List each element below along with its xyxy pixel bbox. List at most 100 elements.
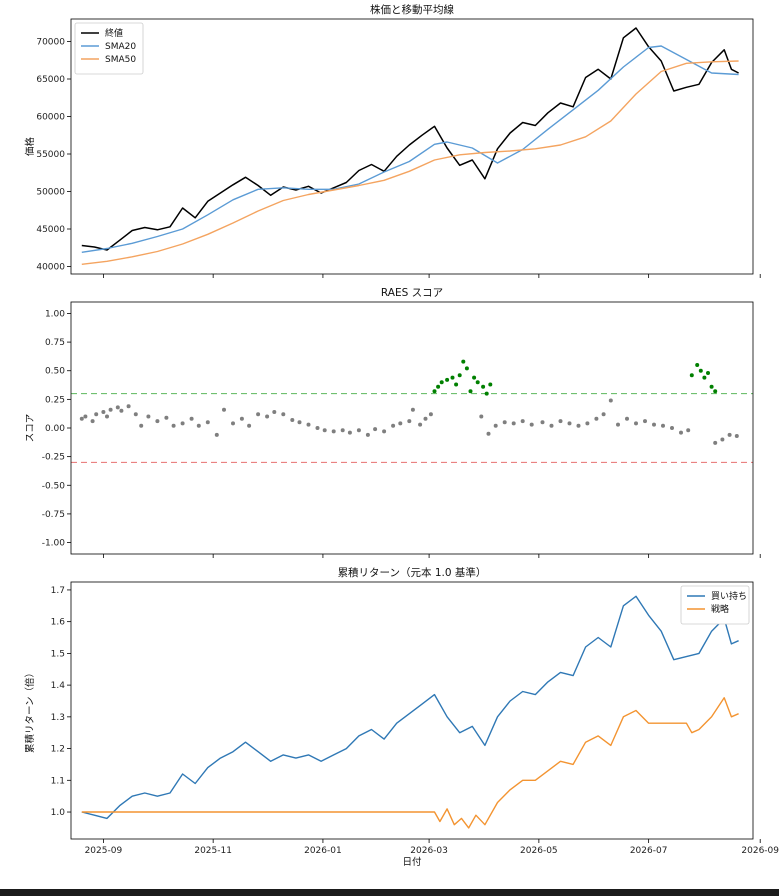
y-axis-label: スコア [25, 414, 36, 443]
score-point-signal [695, 363, 700, 367]
y-tick-label: -0.50 [42, 481, 66, 491]
series-line-2 [81, 45, 739, 253]
score-point [101, 410, 106, 414]
y-tick-label: 50000 [36, 188, 65, 198]
score-point [133, 412, 138, 417]
score-point [502, 420, 507, 425]
score-point [720, 437, 725, 442]
y-tick-label: 1.6 [51, 618, 66, 628]
legend-entry: SMA20 [105, 42, 136, 52]
score-point-signal [468, 389, 473, 394]
y-tick-label: 1.4 [51, 681, 66, 691]
score-point [558, 419, 563, 424]
score-point [520, 419, 525, 424]
y-tick-label: 0.00 [45, 424, 65, 434]
plot-frame [70, 18, 754, 275]
score-point-signal [436, 384, 441, 389]
legend-entry: 買い持ち [711, 590, 747, 602]
score-point-signal [439, 380, 444, 385]
legend-entry: 戦略 [711, 603, 729, 615]
score-point [410, 407, 415, 412]
x-tick-label: 2026-05 [520, 846, 558, 856]
series-line-3 [81, 60, 739, 265]
score-point-signal [464, 366, 469, 371]
y-axis-label: 価格 [24, 137, 36, 157]
score-point [652, 422, 656, 427]
score-point [189, 416, 194, 421]
score-point-signal [713, 389, 718, 394]
score-point [576, 423, 581, 428]
y-tick-label: 55000 [36, 150, 65, 160]
score-point [601, 412, 606, 417]
score-point [108, 407, 113, 412]
series-line-1 [81, 595, 739, 820]
score-point [594, 416, 599, 421]
score-point-signal [702, 375, 707, 380]
score-point-signal [454, 382, 459, 387]
score-point [686, 428, 691, 433]
x-tick-label: 2025-09 [85, 846, 123, 856]
chart-panel-3: 累積リターン（元本 1.0 基準） 累積リターン（倍） 日付 1.0 1.1 1.2 1.3… [24, 566, 779, 868]
y-tick-label: 60000 [36, 113, 65, 123]
chart-title: RAES スコア [381, 287, 443, 299]
score-point [479, 414, 484, 419]
score-point [315, 426, 320, 430]
score-point [398, 421, 403, 426]
y-tick-label: 40000 [36, 263, 65, 273]
score-point-signal [457, 373, 462, 378]
score-point-signal [689, 373, 694, 378]
score-point [171, 423, 176, 428]
score-point-signal [461, 359, 466, 364]
score-point-signal [475, 380, 480, 385]
score-point [493, 423, 498, 428]
score-point [322, 428, 327, 433]
score-point [281, 412, 286, 417]
score-point [205, 420, 210, 425]
score-point [347, 430, 352, 435]
score-point [511, 421, 516, 426]
taskbar-strip [0, 889, 779, 896]
score-point-signal [488, 382, 493, 387]
score-point [661, 423, 665, 428]
score-point [540, 420, 545, 425]
score-point [247, 423, 252, 428]
score-point-signal [445, 377, 450, 382]
legend-entry: SMA50 [105, 55, 136, 65]
score-point [616, 422, 620, 427]
score-point [180, 421, 185, 426]
y-tick-label: 1.1 [51, 776, 65, 786]
score-point [79, 416, 84, 421]
series-line-2 [81, 697, 739, 829]
plot-frame [70, 301, 754, 555]
y-tick-label: 65000 [36, 75, 65, 85]
score-point [428, 412, 433, 417]
y-axis-label: 累積リターン（倍） [24, 668, 36, 753]
score-point-signal [484, 391, 489, 396]
legend-entry: 終値 [105, 27, 123, 39]
score-point [529, 422, 534, 427]
y-tick-label: 70000 [36, 38, 65, 48]
score-point [679, 430, 683, 435]
score-point [126, 404, 131, 409]
score-point [115, 405, 120, 410]
plot-frame [70, 581, 754, 840]
x-tick-label: 2026-09 [741, 846, 779, 856]
legend-box [74, 22, 144, 75]
chart-title: 株価と移動平均線 [370, 3, 454, 16]
score-point [585, 421, 590, 426]
y-tick-label: 1.7 [51, 586, 65, 596]
score-point [407, 419, 412, 424]
score-point-signal [709, 384, 714, 389]
score-point [272, 410, 277, 414]
score-point [90, 419, 95, 424]
score-point [418, 422, 423, 427]
score-point [365, 432, 370, 437]
score-point [549, 423, 554, 428]
score-point [625, 416, 629, 421]
y-tick-label: 1.5 [51, 649, 65, 659]
score-point [164, 415, 169, 420]
score-point [356, 428, 361, 433]
